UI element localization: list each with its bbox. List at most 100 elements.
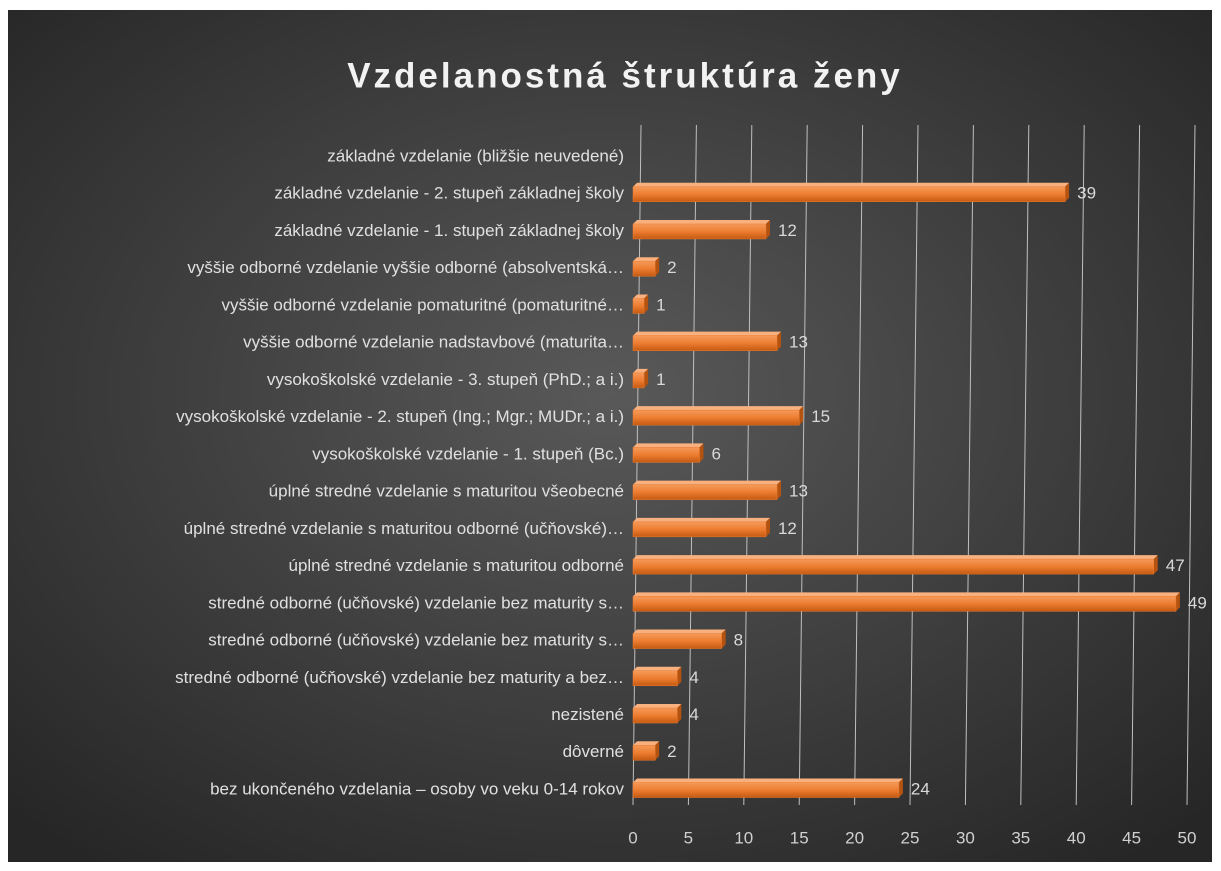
grid-line [1186,124,1196,806]
chart-background [8,10,1212,862]
data-label: 12 [778,519,797,538]
x-tick-label: 0 [628,828,637,847]
data-label: 8 [734,631,743,650]
bar-top-face [633,517,770,522]
y-tick-label: nezistené [551,705,624,724]
bar [632,335,778,351]
bar-top-face [633,480,782,485]
bar-top-face [633,331,782,336]
bar [632,372,645,389]
y-tick-label: úplné stredné vzdelanie s maturitou odbo… [289,556,625,575]
bar-side-face [799,406,804,426]
bar [632,707,678,724]
bar-top-face [633,666,682,671]
bar-side-face [644,294,649,314]
x-tick-label: 10 [734,828,753,847]
y-tick-label: vyššie odborné vzdelanie vyššie odborné … [187,258,624,277]
bar-top-face [633,741,660,746]
bar-side-face [655,741,660,761]
bar-top-face [633,555,1158,560]
bar [632,745,656,761]
grid-line [964,124,974,806]
bar [632,409,800,426]
bar-top-face [633,219,770,224]
y-tick-label: vyššie odborné vzdelanie pomaturitné (po… [221,295,624,314]
bar [632,782,900,798]
bar [632,484,778,500]
bar [632,260,656,277]
bar-side-face [655,257,660,277]
bar-side-face [1153,555,1158,575]
data-label: 1 [656,295,665,314]
bar-side-face [699,443,704,463]
y-tick-label: úplné stredné vzdelanie s maturitou všeo… [269,482,624,501]
x-tick-label: 35 [1011,828,1030,847]
bar-top-face [633,406,804,411]
x-tick-label: 40 [1067,828,1086,847]
data-label: 13 [789,333,808,352]
bar-side-face [677,704,682,724]
bar-side-face [677,666,682,686]
bar-side-face [777,331,782,351]
bar-top-face [633,629,726,634]
bar [632,223,767,240]
y-tick-label: základné vzdelanie - 2. stupeň základnej… [274,184,624,203]
bar [632,447,700,463]
x-tick-label: 5 [684,828,693,847]
data-label: 12 [778,221,797,240]
y-tick-label: vysokoškolské vzdelanie - 2. stupeň (Ing… [176,407,624,426]
data-label: 2 [667,742,676,761]
grid-line [1020,124,1030,806]
y-tick-label: úplné stredné vzdelanie s maturitou odbo… [184,519,624,538]
grid-line [909,124,919,806]
bar-top-face [633,294,649,299]
y-tick-label: základné vzdelanie (bližšie neuvedené) [327,146,624,165]
data-label: 1 [656,370,665,389]
grid-line [1075,124,1085,806]
bar-top-face [633,443,704,448]
grid-line [798,124,808,806]
data-label: 39 [1077,184,1096,203]
bar-top-face [633,182,1070,187]
chart-title: Vzdelanostná štruktúra ženy [347,56,903,95]
y-tick-label: vysokoškolské vzdelanie - 3. stupeň (PhD… [267,370,624,389]
data-label: 4 [689,705,698,724]
bar [632,521,767,538]
bar [632,186,1066,202]
data-label: 24 [911,779,930,798]
bar-side-face [1065,182,1070,202]
data-label: 4 [689,668,698,687]
bar-top-face [633,592,1180,597]
bar [632,558,1155,575]
bar-top-face [633,778,903,783]
y-tick-label: stredné odborné (učňovské) vzdelanie bez… [208,593,624,612]
bar-side-face [765,517,770,537]
bar [632,298,645,314]
data-label: 47 [1166,556,1185,575]
y-tick-label: vyššie odborné vzdelanie nadstavbové (ma… [243,333,624,352]
data-label: 49 [1188,593,1207,612]
bar-side-face [1175,592,1180,612]
bar [632,633,722,649]
grid-line [854,124,864,806]
y-tick-label: vysokoškolské vzdelanie - 1. stupeň (Bc.… [312,444,624,463]
x-tick-label: 30 [956,828,975,847]
data-label: 6 [711,444,720,463]
x-tick-label: 15 [790,828,809,847]
y-tick-label: stredné odborné (učňovské) vzdelanie bez… [175,668,624,687]
grid-line [1131,124,1141,806]
bar-top-face [633,257,660,262]
x-tick-label: 25 [901,828,920,847]
bar-side-face [777,480,782,500]
bar-side-face [765,219,770,239]
x-tick-label: 20 [845,828,864,847]
bar-top-face [633,368,649,373]
data-label: 13 [789,482,808,501]
bar-side-face [644,368,649,388]
x-tick-label: 45 [1122,828,1141,847]
bar-side-face [721,629,726,649]
y-tick-label: stredné odborné (učňovské) vzdelanie bez… [208,631,624,650]
x-tick-label: 50 [1178,828,1197,847]
y-tick-label: základné vzdelanie - 1. stupeň základnej… [274,221,624,240]
